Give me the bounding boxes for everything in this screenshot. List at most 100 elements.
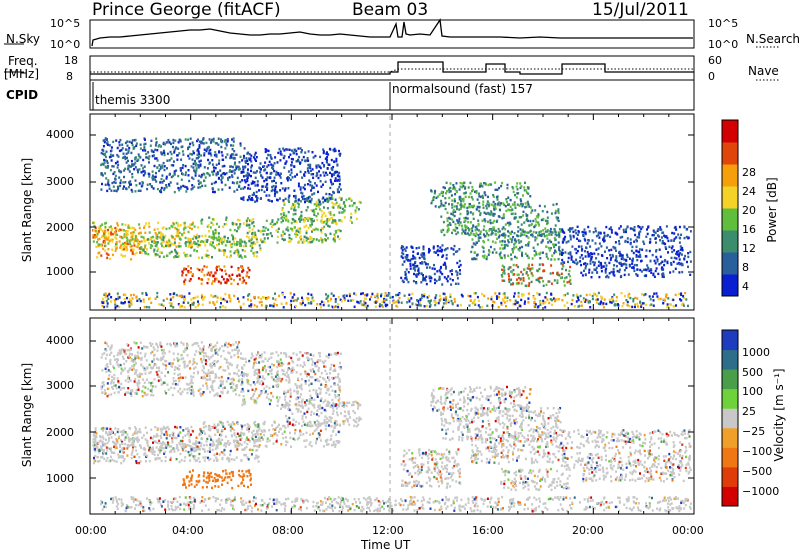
- data-cell: [543, 205, 546, 208]
- data-cell: [500, 303, 503, 306]
- data-cell: [113, 232, 116, 235]
- data-cell: [190, 188, 193, 191]
- data-cell: [454, 250, 457, 253]
- data-cell: [107, 242, 110, 245]
- data-cell: [160, 429, 163, 432]
- data-cell: [515, 278, 518, 281]
- data-cell: [197, 277, 200, 280]
- data-cell: [636, 264, 638, 267]
- data-cell: [588, 268, 591, 271]
- data-cell: [597, 264, 600, 267]
- data-cell: [365, 294, 368, 297]
- data-cell: [110, 296, 113, 299]
- data-cell: [252, 171, 255, 174]
- data-cell: [619, 225, 622, 228]
- data-cell: [103, 141, 106, 144]
- data-cell: [326, 218, 329, 221]
- data-cell: [104, 183, 107, 186]
- data-cell: [684, 291, 687, 295]
- data-cell: [534, 236, 537, 239]
- data-cell: [162, 441, 165, 444]
- data-cell: [281, 208, 284, 211]
- data-cell: [567, 240, 570, 243]
- data-cell: [300, 218, 303, 221]
- data-cell: [491, 229, 494, 233]
- data-cell: [337, 178, 340, 182]
- data-cell: [339, 229, 342, 233]
- data-cell: [560, 251, 563, 254]
- data-cell: [175, 169, 178, 172]
- data-cell: [287, 229, 290, 232]
- data-cell: [459, 303, 462, 307]
- data-cell: [291, 202, 294, 206]
- data-cell: [520, 282, 523, 285]
- data-cell: [191, 184, 194, 187]
- data-cell: [493, 248, 496, 251]
- data-cell: [488, 250, 491, 253]
- data-cell: [265, 194, 268, 197]
- data-cell: [626, 226, 629, 229]
- data-cell: [128, 298, 131, 301]
- data-cell: [294, 194, 297, 198]
- data-cell: [144, 142, 147, 146]
- data-cell: [333, 240, 336, 243]
- data-cell: [243, 186, 246, 189]
- data-cell: [196, 447, 199, 450]
- data-cell: [198, 144, 201, 147]
- data-cell: [687, 304, 689, 308]
- noise-right-tick-bottom: 10^0: [708, 38, 739, 51]
- data-cell: [182, 445, 185, 449]
- data-cell: [409, 264, 412, 268]
- data-cell: [670, 239, 673, 242]
- data-cell: [120, 228, 123, 232]
- data-cell: [630, 249, 633, 253]
- data-cell: [217, 177, 220, 180]
- data-cell: [376, 292, 379, 296]
- data-cell: [232, 440, 235, 444]
- data-cell: [517, 281, 520, 285]
- data-cell: [473, 292, 476, 295]
- data-cell: [137, 171, 139, 174]
- data-cell: [251, 180, 254, 183]
- data-cell: [284, 162, 287, 165]
- data-cell: [251, 235, 254, 239]
- data-cell: [641, 225, 644, 229]
- data-cell: [171, 438, 174, 442]
- data-cell: [302, 186, 305, 189]
- data-cell: [110, 231, 113, 234]
- data-cell: [512, 268, 515, 272]
- data-cell: [503, 256, 506, 259]
- data-cell: [145, 222, 148, 225]
- data-cell: [546, 229, 549, 232]
- data-cell: [248, 226, 251, 229]
- data-cell: [545, 255, 548, 258]
- data-cell: [612, 255, 614, 258]
- data-cell: [689, 273, 692, 276]
- data-cell: [191, 187, 194, 190]
- data-cell: [289, 153, 292, 156]
- data-cell: [98, 459, 101, 463]
- data-cell: [152, 187, 155, 190]
- data-cell: [100, 163, 103, 167]
- data-cell: [652, 273, 655, 277]
- data-cell: [619, 261, 622, 265]
- data-cell: [502, 299, 505, 303]
- data-cell: [533, 254, 536, 257]
- data-cell: [254, 171, 257, 174]
- data-cell: [154, 297, 157, 300]
- data-cell: [319, 166, 322, 170]
- data-cell: [92, 438, 95, 441]
- data-cell: [432, 198, 435, 201]
- data-cell: [156, 457, 159, 460]
- data-cell: [287, 210, 290, 214]
- data-cell: [161, 240, 164, 244]
- data-cell: [501, 268, 504, 271]
- data-cell: [263, 237, 266, 240]
- data-cell: [657, 297, 660, 301]
- data-cell: [440, 202, 443, 205]
- data-cell: [538, 263, 541, 266]
- data-cell: [135, 239, 137, 242]
- data-cell: [128, 181, 131, 184]
- data-cell: [634, 296, 637, 300]
- data-cell: [172, 435, 175, 438]
